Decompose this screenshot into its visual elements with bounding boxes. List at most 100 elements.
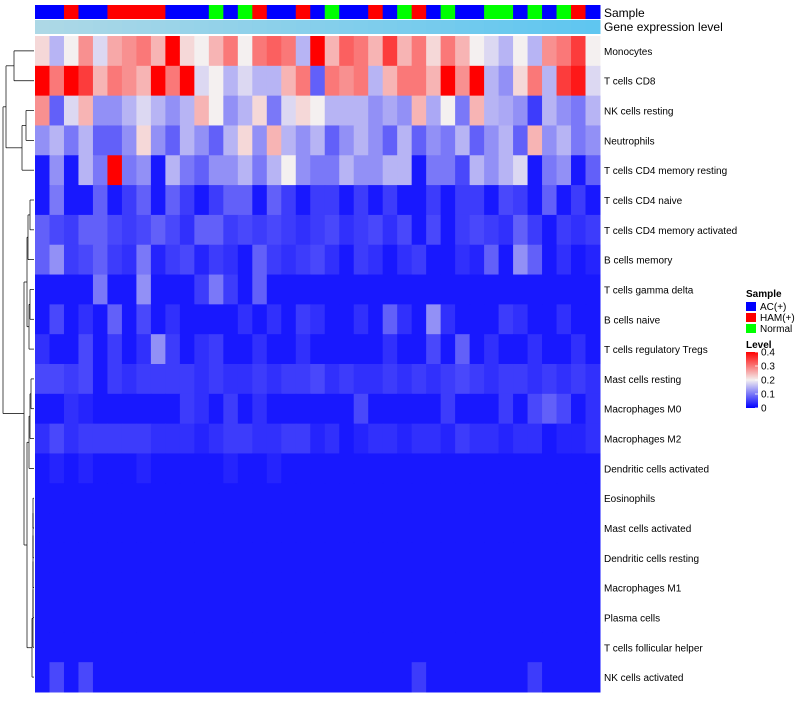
expression-cell xyxy=(426,20,442,34)
heatmap-cell xyxy=(121,423,137,454)
heatmap-cell xyxy=(165,572,181,604)
heatmap-cell xyxy=(368,632,384,663)
heatmap-cell xyxy=(353,274,369,305)
heatmap-cell xyxy=(339,214,355,246)
heatmap-cell xyxy=(440,453,456,484)
heatmap-cell xyxy=(353,155,369,186)
heatmap-cell xyxy=(556,513,572,544)
heatmap-cell xyxy=(237,542,253,574)
heatmap-cell xyxy=(585,185,601,216)
legend: Sample AC(+)HAM(+)Normal Level 0.4 0.3 0.2… xyxy=(746,289,795,415)
heatmap-cell xyxy=(353,632,369,663)
heatmap-cell xyxy=(368,304,384,335)
heatmap-cell xyxy=(281,453,297,484)
heatmap-cell xyxy=(440,244,456,276)
heatmap-cell xyxy=(92,274,108,305)
heatmap-cell xyxy=(92,185,108,216)
heatmap-cell xyxy=(324,423,340,454)
heatmap-cell xyxy=(179,334,195,365)
heatmap-cell xyxy=(237,662,253,693)
heatmap-cell xyxy=(35,423,50,454)
heatmap-cell xyxy=(353,304,369,335)
heatmap-cell xyxy=(484,95,500,126)
level-tick-label: 0.2 xyxy=(761,376,775,387)
heatmap-cell xyxy=(295,244,311,276)
heatmap-cell xyxy=(368,393,384,425)
row-label: Dendritic cells resting xyxy=(604,554,699,565)
heatmap-cell xyxy=(35,662,50,693)
heatmap-cell xyxy=(266,155,282,186)
heatmap-cell xyxy=(310,632,326,663)
expression-cell xyxy=(208,20,224,34)
heatmap-cell xyxy=(92,453,108,484)
heatmap-cell xyxy=(484,513,500,544)
heatmap-cell xyxy=(281,244,297,276)
heatmap-cell xyxy=(513,483,529,514)
heatmap-cell xyxy=(35,214,50,246)
heatmap-cell xyxy=(339,36,355,67)
heatmap-cell xyxy=(440,423,456,454)
heatmap-cell xyxy=(556,36,572,67)
heatmap-cell xyxy=(426,125,442,156)
heatmap-cell xyxy=(194,572,210,604)
heatmap-cell xyxy=(35,513,50,544)
heatmap-cell xyxy=(455,602,471,633)
heatmap-cell xyxy=(324,513,340,544)
heatmap-cell xyxy=(237,423,253,454)
heatmap-cell xyxy=(165,36,181,67)
heatmap-cell xyxy=(455,65,471,97)
heatmap-cell xyxy=(194,662,210,693)
heatmap-cell xyxy=(92,364,108,395)
sample-cell xyxy=(368,5,384,19)
heatmap-cell xyxy=(266,662,282,693)
heatmap-cell xyxy=(107,155,123,186)
heatmap-cell xyxy=(310,185,326,216)
heatmap-cell xyxy=(339,632,355,663)
heatmap-cell xyxy=(571,304,587,335)
heatmap-cell xyxy=(527,602,543,633)
heatmap-cell xyxy=(150,125,166,156)
heatmap-cell xyxy=(527,214,543,246)
heatmap-cell xyxy=(78,274,94,305)
sample-cell xyxy=(165,5,181,19)
heatmap-cell xyxy=(107,364,123,395)
heatmap-cell xyxy=(556,155,572,186)
row-label: B cells memory xyxy=(604,256,672,267)
sample-cell xyxy=(310,5,326,19)
heatmap-cell xyxy=(179,662,195,693)
heatmap-cell xyxy=(513,334,529,365)
heatmap-cell xyxy=(498,542,514,574)
heatmap-cell xyxy=(368,65,384,97)
heatmap-cell xyxy=(150,65,166,97)
heatmap-cell xyxy=(78,364,94,395)
heatmap-cell xyxy=(382,155,398,186)
heatmap-cell xyxy=(397,125,413,156)
heatmap-cell xyxy=(49,274,65,305)
heatmap-cell xyxy=(63,662,79,693)
heatmap-cell xyxy=(78,36,94,67)
heatmap-cell xyxy=(397,95,413,126)
heatmap-cell xyxy=(469,185,485,216)
sample-cell xyxy=(49,5,65,19)
heatmap-cell xyxy=(266,632,282,663)
sample-cell xyxy=(63,5,79,19)
heatmap-cell xyxy=(63,304,79,335)
heatmap-cell xyxy=(295,125,311,156)
heatmap-cell xyxy=(165,304,181,335)
heatmap-cell xyxy=(585,483,601,514)
heatmap-cell xyxy=(324,632,340,663)
heatmap-cell xyxy=(542,36,558,67)
heatmap-cell xyxy=(295,662,311,693)
heatmap-cell xyxy=(353,662,369,693)
heatmap-cell xyxy=(571,36,587,67)
sample-cell xyxy=(179,5,195,19)
heatmap-cell xyxy=(208,513,224,544)
heatmap-cell xyxy=(63,632,79,663)
heatmap-cell xyxy=(252,513,268,544)
heatmap-cell xyxy=(469,214,485,246)
heatmap-cell xyxy=(527,185,543,216)
heatmap-cell xyxy=(455,274,471,305)
heatmap-cell xyxy=(571,602,587,633)
heatmap-cell xyxy=(469,334,485,365)
